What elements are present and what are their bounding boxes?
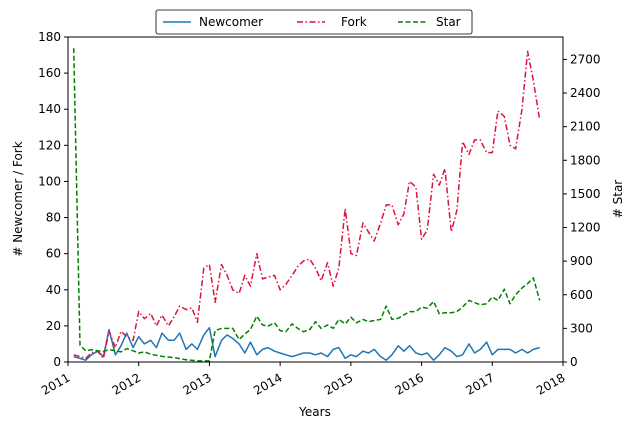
y-left-tick-label: 20 (46, 319, 61, 333)
y-left-tick-label: 100 (38, 174, 61, 188)
x-tick-label: 2015 (322, 370, 355, 397)
x-axis-label: Years (298, 405, 331, 419)
y-left-tick-label: 0 (53, 355, 61, 369)
y-left-tick-label: 60 (46, 247, 61, 261)
plot-area (72, 48, 541, 362)
plot-frame (67, 36, 564, 363)
x-tick-label: 2017 (463, 370, 496, 397)
series-line-fork (73, 50, 541, 360)
y-right-tick-label: 1500 (570, 187, 601, 201)
legend-label-star: Star (436, 15, 461, 29)
x-tick-label: 2011 (39, 370, 72, 397)
y-right-tick-label: 1200 (570, 221, 601, 235)
x-tick-label: 2016 (393, 370, 426, 397)
y-left-tick-label: 160 (38, 66, 61, 80)
y-left-tick-label: 80 (46, 211, 61, 225)
y-axis-label-right: # Star (611, 180, 625, 219)
y-left-tick-label: 40 (46, 283, 61, 297)
y-right-tick-label: 2700 (570, 52, 601, 66)
x-tick-label: 2018 (534, 370, 567, 397)
y-left-tick-label: 140 (38, 102, 61, 116)
series-line-newcomer (73, 326, 540, 361)
y-right-tick-label: 300 (570, 321, 593, 335)
y-right-tick-label: 0 (570, 355, 578, 369)
legend-label-newcomer: Newcomer (199, 15, 263, 29)
y-right-tick-label: 600 (570, 288, 593, 302)
legend: Newcomer Fork Star (155, 9, 473, 35)
x-tick-label: 2012 (110, 370, 143, 397)
y-right-tick-label: 900 (570, 254, 593, 268)
y-axis-label-left: # Newcomer / Fork (11, 141, 25, 256)
legend-label-fork: Fork (341, 15, 367, 29)
y-right-tick-label: 2100 (570, 120, 601, 134)
y-right-tick-label: 2400 (570, 86, 601, 100)
x-tick-label: 2014 (251, 370, 284, 397)
x-tick-label: 2013 (180, 370, 213, 397)
y-left-tick-label: 180 (38, 30, 61, 44)
series-line-star (72, 48, 541, 362)
y-left-tick-label: 120 (38, 138, 61, 152)
y-right-tick-label: 1800 (570, 153, 601, 167)
